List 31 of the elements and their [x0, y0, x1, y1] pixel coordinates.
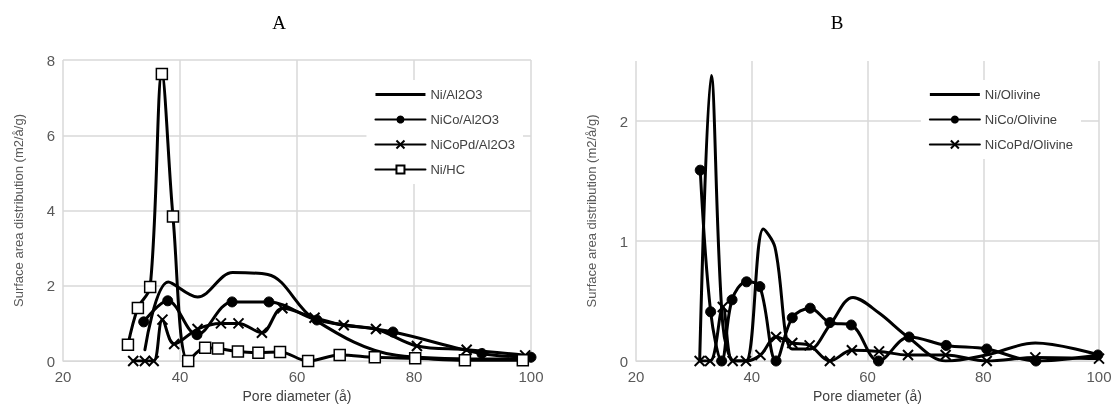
- x-axis-title: Pore diameter (å): [242, 387, 352, 404]
- legend-label: Ni/HC: [430, 162, 466, 177]
- x-tick-label: 80: [974, 368, 992, 385]
- y-tick-label: 0: [619, 352, 628, 370]
- x-tick-label: 60: [859, 368, 876, 385]
- x-tick-label: 20: [54, 368, 72, 385]
- x-tick-label: 40: [171, 368, 189, 385]
- y-tick-label: 2: [619, 112, 628, 130]
- x-axis-title: Pore diameter (å): [813, 387, 922, 404]
- x-tick-label: 20: [627, 368, 645, 385]
- legend-label: Ni/Al2O3: [430, 87, 483, 102]
- chart-title: A: [272, 12, 287, 33]
- legend-label: NiCoPd/Al2O3: [430, 137, 516, 152]
- x-tick-label: 100: [1086, 368, 1112, 385]
- x-tick-label: 80: [405, 368, 423, 385]
- y-tick-label: 1: [619, 232, 628, 250]
- legend-label: NiCo/Olivine: [984, 112, 1058, 127]
- x-tick-label: 60: [288, 368, 306, 385]
- y-tick-label: 2: [46, 277, 55, 295]
- legend-label: NiCo/Al2O3: [430, 112, 500, 127]
- legend-label: NiCoPd/Olivine: [984, 137, 1074, 152]
- y-tick-label: 4: [46, 202, 55, 219]
- y-tick-label: 6: [46, 126, 55, 144]
- x-tick-label: 100: [518, 368, 544, 385]
- chart-title: B: [830, 12, 844, 33]
- y-axis-title: Surface area distribution (m2/å/g): [584, 114, 599, 308]
- y-tick-label: 0: [46, 352, 55, 370]
- y-tick-label: 8: [46, 51, 55, 69]
- legend-label: Ni/Olivine: [984, 87, 1041, 102]
- x-tick-label: 40: [743, 368, 761, 385]
- y-axis-title: Surface area distribution (m2/å/g): [11, 114, 26, 307]
